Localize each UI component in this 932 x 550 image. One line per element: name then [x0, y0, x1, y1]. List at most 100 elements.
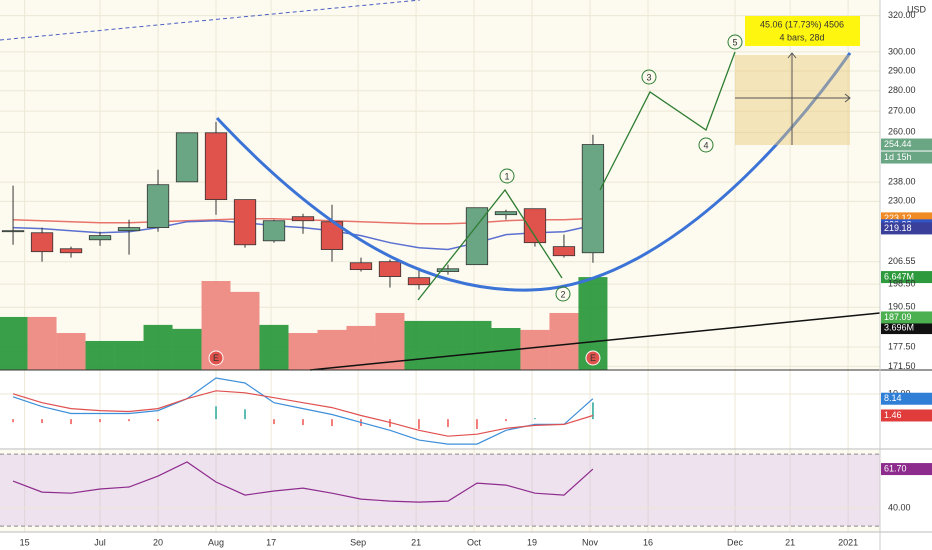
- histogram-bar: [99, 419, 101, 423]
- wave-line: [599, 51, 736, 191]
- wave-line: [417, 188, 563, 301]
- candle-body: [88, 235, 112, 241]
- wave-marker: [499, 168, 515, 184]
- trend-line: [309, 312, 881, 371]
- wave-marker: [555, 286, 571, 302]
- histogram-bar: [592, 402, 594, 420]
- event-label: E: [213, 353, 219, 363]
- histogram-bar: [128, 419, 130, 422]
- candle-body: [146, 184, 170, 229]
- histogram-bar: [70, 419, 72, 425]
- histogram-bar: [41, 419, 43, 424]
- wave-label: 1: [504, 171, 509, 181]
- wave-label: 4: [703, 140, 708, 150]
- badge-label: 223.12: [884, 213, 912, 223]
- candle-body: [494, 211, 518, 216]
- volume-bar: [346, 325, 376, 370]
- candle-body: [233, 199, 257, 246]
- price-badge: [881, 138, 932, 151]
- dashed-trend-line: [0, 0, 421, 41]
- volume-bar: [230, 291, 260, 370]
- volume-bar: [404, 320, 434, 370]
- candle-body: [581, 144, 605, 254]
- indicator-line: [12, 461, 594, 503]
- badge-label: 254.44: [884, 139, 912, 149]
- y-tick-label: 230.00: [888, 196, 916, 206]
- measure-label: 45.06 (17.73%) 4506: [760, 19, 844, 29]
- volume-bar: [520, 329, 550, 370]
- candle-body: [30, 232, 54, 253]
- candle-body: [378, 261, 402, 277]
- y-tick-label: 290.00: [888, 65, 916, 75]
- x-tick-label: Sep: [350, 537, 366, 547]
- x-tick-label: 19: [527, 537, 537, 547]
- candle-body: [175, 132, 199, 183]
- price-badge: [881, 271, 932, 284]
- macd-pane: [0, 371, 880, 449]
- histogram-bar: [331, 419, 333, 427]
- volume-bar: [56, 333, 86, 370]
- volume-bar: [0, 316, 28, 370]
- y-tick-label: 190.50: [888, 302, 916, 312]
- cup-curve: [215, 52, 852, 292]
- candle-body: [523, 208, 547, 244]
- event-marker: [208, 350, 224, 366]
- candle-body: [204, 132, 228, 201]
- wave-marker: [727, 34, 743, 50]
- candle-body: [291, 216, 315, 222]
- measure-label: 4 bars, 28d: [779, 32, 824, 42]
- badge-label: 3.696M: [884, 322, 914, 332]
- price-badge: [881, 409, 932, 422]
- y-tick-label: 320.00: [888, 10, 916, 20]
- y-tick-label: 171.50: [888, 361, 916, 371]
- y-tick-label: 260.00: [888, 127, 916, 137]
- candle-body: [59, 248, 83, 254]
- price-badge: [881, 463, 932, 476]
- wave-label: 5: [732, 37, 737, 47]
- volume-bar: [27, 316, 57, 370]
- histogram-bar: [215, 406, 217, 420]
- badge-label: 187.09: [884, 312, 912, 322]
- histogram-bar: [505, 419, 507, 422]
- candle-body: [407, 277, 431, 286]
- x-tick-label: 15: [20, 537, 30, 547]
- event-label: E: [590, 353, 596, 363]
- y-tick-label: 40.00: [888, 502, 911, 512]
- candle-body: [552, 246, 576, 257]
- badge-label: 219.18: [884, 223, 912, 233]
- x-tick-label: 16: [643, 537, 653, 547]
- x-tick-label: Nov: [582, 537, 599, 547]
- candle-body: [465, 207, 489, 266]
- countdown-badge: [881, 151, 932, 164]
- histogram-bar: [12, 419, 14, 423]
- y-tick-label: 280.00: [888, 85, 916, 95]
- histogram-bar: [157, 419, 159, 422]
- price-badge: [881, 311, 932, 324]
- candle-body: [117, 227, 141, 232]
- price-badge: [881, 392, 932, 405]
- indicator-line: [12, 390, 594, 437]
- candle-body: [436, 268, 460, 272]
- histogram-bar: [447, 419, 449, 428]
- candle-body: [262, 220, 286, 242]
- badge-label: 61.70: [884, 463, 907, 473]
- histogram-bar: [389, 419, 391, 428]
- arrow-head: [844, 93, 851, 103]
- histogram-bar: [302, 419, 304, 426]
- candle-body: [1, 230, 25, 233]
- volume-bar: [433, 320, 463, 370]
- candle-body: [349, 262, 373, 271]
- wave-label: 3: [646, 72, 651, 82]
- volume-bar: [259, 324, 289, 370]
- wave-marker: [641, 69, 657, 85]
- badge-label: 6.647M: [884, 271, 914, 281]
- rsi-pane: [0, 450, 880, 532]
- x-tick-label: 21: [411, 537, 421, 547]
- x-tick-label: Oct: [467, 537, 482, 547]
- volume-bar: [143, 324, 173, 370]
- event-marker: [585, 350, 601, 366]
- x-tick-label: Aug: [208, 537, 224, 547]
- volume-bar: [549, 312, 579, 370]
- rsi-band: [0, 454, 880, 527]
